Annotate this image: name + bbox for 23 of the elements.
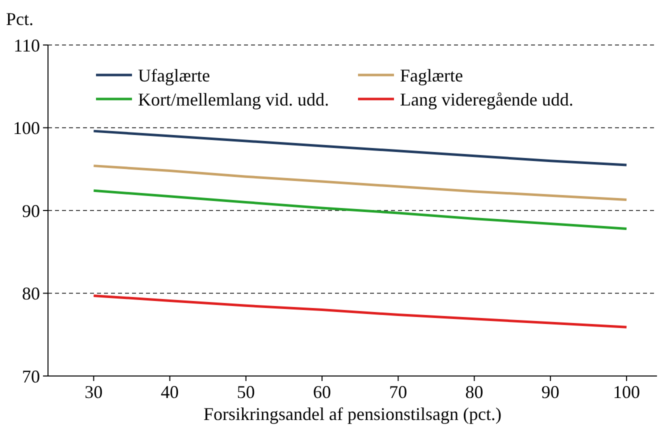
y-tick-label: 90 (22, 200, 40, 221)
x-tick-label: 60 (313, 382, 332, 402)
y-tick-label: 80 (22, 284, 40, 304)
legend-label: Faglærte (400, 65, 463, 86)
x-tick-label: 50 (236, 382, 255, 402)
line-series (92, 130, 628, 166)
legend-label: Kort/mellemlang vid. udd. (138, 89, 329, 110)
x-tick-label: 70 (389, 382, 408, 402)
x-tick-label: 40 (160, 382, 179, 402)
x-tick-label: 80 (465, 382, 484, 402)
line-series (92, 164, 628, 201)
line-series (92, 294, 628, 328)
y-axis-title: Pct. (6, 9, 34, 29)
x-tick-label: 100 (613, 382, 640, 402)
y-tick-label: 110 (14, 35, 40, 56)
x-tick-label: 30 (84, 382, 103, 402)
y-tick-label: 100 (13, 118, 40, 138)
x-tick-label: 90 (541, 382, 560, 402)
x-axis-title: Forsikringsandel af pensionstilsagn (pct.) (204, 404, 502, 424)
line-series (92, 189, 628, 230)
legend-label: Ufaglærte (138, 65, 210, 86)
legend-label: Lang videregående udd. (400, 89, 574, 110)
y-tick-label: 70 (22, 366, 40, 386)
